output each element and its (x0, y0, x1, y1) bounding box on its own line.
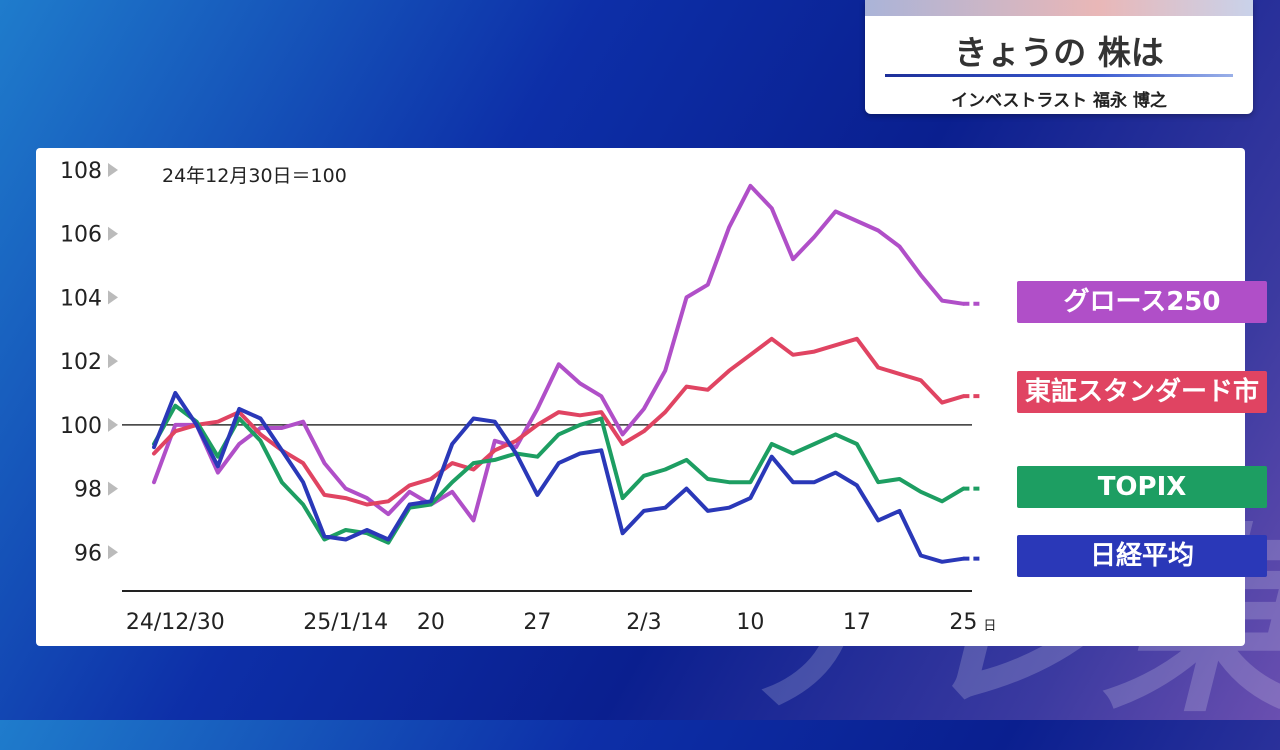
y-tick-label: 98 (74, 478, 102, 503)
legend-nikkei: 日経平均 (1017, 535, 1267, 577)
y-tick-label: 96 (74, 541, 102, 566)
base-note: 24年12月30日＝100 (162, 165, 347, 187)
x-tick-label: 20 (417, 610, 445, 635)
series-line (152, 183, 966, 523)
program-title: きょうの 株は (954, 33, 1164, 72)
chart-panel: 108 106 104 102 100 98 96 24年12月30日＝100 24/12/30… (36, 148, 1267, 646)
legend-growth250: グロース250 (1017, 281, 1267, 323)
legend-topix: TOPIX (1017, 466, 1267, 508)
x-tick-label: 24/12/30 (126, 610, 225, 635)
series-line (152, 391, 966, 564)
y-tick-arrow (108, 417, 118, 432)
y-tick-label: 100 (60, 414, 102, 439)
series-line (152, 336, 966, 507)
y-tick-label: 104 (60, 286, 102, 311)
title-underline (885, 74, 1233, 77)
legend-tse-standard: 東証スタンダード市場 (1017, 371, 1267, 449)
program-title-box: きょうの 株は インベストラスト 福永 博之 (865, 0, 1253, 114)
y-tick-arrow (108, 226, 118, 241)
y-tick-arrow (108, 163, 118, 177)
x-tick-label: 10 (736, 610, 764, 635)
y-tick-label: 106 (60, 223, 102, 248)
title-decor-strip (865, 0, 1253, 16)
x-tick-label: 25/1/14 (303, 610, 388, 635)
commentator-name: インベストラスト 福永 博之 (951, 91, 1167, 111)
x-tick-label: 2/3 (626, 610, 661, 635)
y-tick-label: 108 (60, 159, 102, 184)
y-tick-arrow (108, 481, 118, 496)
line-chart: 108 106 104 102 100 98 96 24年12月30日＝100 24/12/30… (60, 159, 996, 635)
y-tick-label: 102 (60, 350, 102, 375)
y-tick-arrow (108, 354, 118, 369)
x-unit-label: 日 (983, 619, 996, 634)
x-tick-label: 17 (843, 610, 871, 635)
x-tick-label: 27 (523, 610, 551, 635)
y-tick-arrow (108, 290, 118, 305)
series-line (152, 403, 966, 545)
x-tick-label: 25 (949, 610, 977, 635)
y-tick-arrow (108, 545, 118, 560)
